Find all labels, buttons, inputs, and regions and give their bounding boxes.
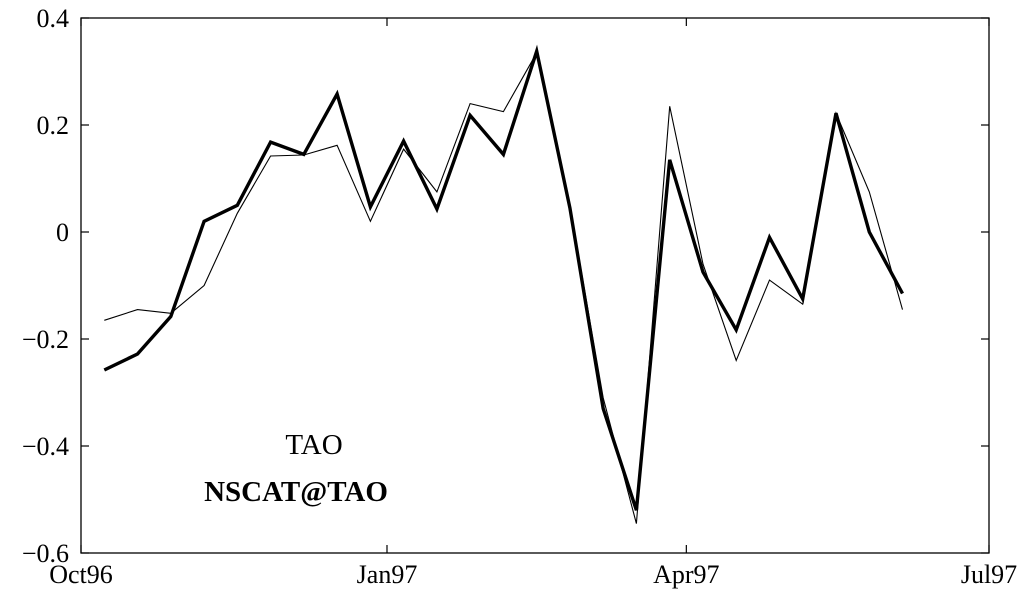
y-tick-label: 0 [56,218,69,247]
legend-entry-tao: TAO [285,429,342,461]
y-tick-label: 0.4 [37,4,70,33]
plot-frame [80,17,990,554]
y-tick-label: −0.2 [22,325,69,354]
x-tick-label: Oct96 [49,560,113,589]
series-line-tao [104,51,904,524]
x-tick-label: Jan97 [357,560,418,589]
x-tick-label: Jul97 [961,560,1017,589]
x-tick-label: Apr97 [653,560,719,589]
series-line-nscat-at-tao [103,44,904,511]
y-tick-label: 0.2 [37,111,70,140]
y-tick-label: −0.6 [22,539,69,568]
series-group [103,44,904,524]
legend-entry-nscat: NSCAT@TAO [204,476,388,508]
y-tick-label: −0.4 [22,432,69,461]
